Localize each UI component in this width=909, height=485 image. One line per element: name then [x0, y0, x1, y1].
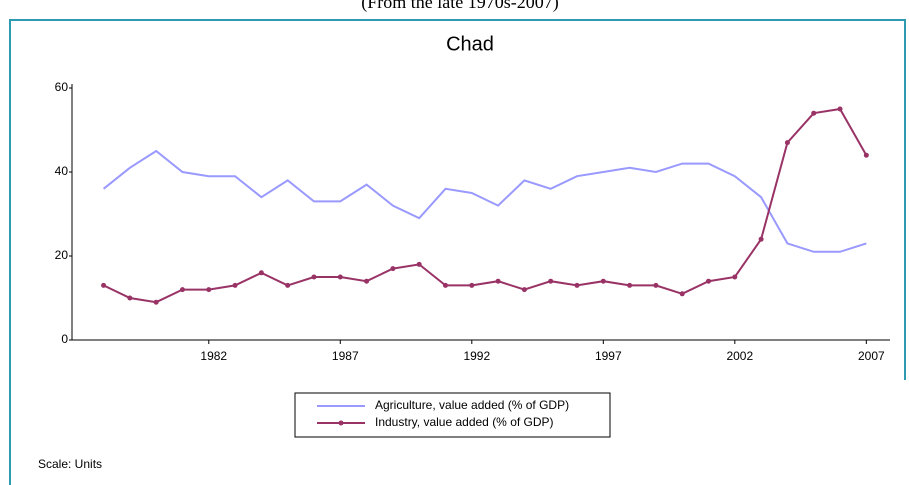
point — [811, 110, 817, 116]
y-tick-label: 40 — [55, 164, 69, 178]
x-tick-label: 1997 — [595, 349, 622, 363]
x-tick-label: 1987 — [332, 349, 359, 363]
point — [127, 295, 133, 301]
point — [732, 274, 738, 280]
point — [758, 236, 764, 242]
x-tick-label: 1992 — [463, 349, 490, 363]
legend-label: Industry, value added (% of GDP) — [375, 415, 554, 429]
point — [153, 299, 159, 305]
frame — [9, 19, 906, 485]
point — [627, 282, 633, 288]
chart-subtitle: (From the late 1970s-2007) — [361, 0, 558, 13]
point — [206, 287, 212, 293]
legend-box — [294, 392, 611, 438]
point — [679, 291, 685, 297]
scale-note: Scale: Units — [38, 457, 102, 471]
chart-title: Chad — [446, 33, 494, 55]
point — [311, 274, 317, 280]
x-tick-label: 1982 — [200, 349, 227, 363]
point — [469, 282, 475, 288]
y-tick-label: 0 — [61, 332, 68, 346]
point — [390, 266, 396, 272]
point — [179, 287, 185, 293]
point — [784, 140, 790, 146]
x-tick-label: 2002 — [726, 349, 753, 363]
point — [442, 282, 448, 288]
point — [837, 106, 843, 112]
point — [101, 282, 107, 288]
y-tick-label: 20 — [55, 248, 69, 262]
legend-label: Agriculture, value added (% of GDP) — [375, 398, 569, 412]
point — [706, 278, 712, 284]
point — [232, 282, 238, 288]
point — [285, 282, 291, 288]
series-line — [103, 107, 868, 304]
legend-marker — [338, 420, 344, 426]
point — [337, 274, 343, 280]
point — [258, 270, 264, 276]
point — [574, 282, 580, 288]
point — [548, 278, 554, 284]
point — [863, 152, 869, 158]
series-line — [102, 149, 867, 253]
point — [416, 261, 422, 267]
point — [495, 278, 501, 284]
point — [364, 278, 370, 284]
y-tick-label: 60 — [55, 80, 69, 94]
point — [600, 278, 606, 284]
point — [521, 287, 527, 293]
x-tick-label: 2007 — [858, 349, 885, 363]
point — [653, 282, 659, 288]
